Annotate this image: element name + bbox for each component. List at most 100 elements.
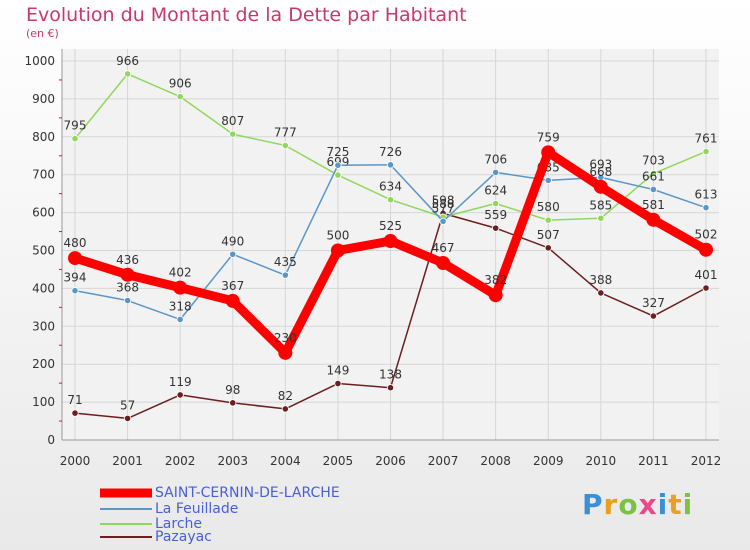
data-point [699, 242, 713, 257]
data-label: 57 [120, 398, 135, 412]
data-point [123, 70, 132, 78]
data-point [439, 217, 447, 225]
data-label: 467 [432, 241, 455, 255]
data-point [176, 391, 184, 399]
data-point [225, 293, 240, 308]
data-label: 525 [379, 219, 402, 233]
data-label: 634 [379, 180, 402, 194]
data-label: 703 [642, 154, 665, 168]
data-label: 327 [642, 296, 665, 310]
y-tick-label: 200 [32, 357, 55, 371]
y-tick-label: 0 [47, 433, 55, 447]
data-label: 388 [589, 273, 612, 287]
data-point [702, 204, 710, 212]
data-label: 119 [169, 375, 192, 389]
data-point [544, 176, 552, 184]
data-label: 490 [221, 234, 244, 248]
legend-swatch-saint-cernin [100, 488, 152, 498]
data-label: 318 [169, 299, 192, 313]
data-point [281, 405, 289, 413]
y-tick-label: 900 [32, 92, 55, 106]
data-label: 807 [221, 114, 244, 128]
x-tick-label: 2004 [270, 454, 301, 468]
x-tick-label: 2008 [480, 454, 511, 468]
data-label: 500 [326, 229, 349, 243]
y-tick-label: 800 [32, 130, 55, 144]
data-point [593, 179, 608, 194]
x-tick-label: 2011 [638, 454, 669, 468]
data-point [702, 284, 710, 292]
data-point [176, 93, 184, 101]
legend-item-saint-cernin: SAINT-CERNIN-DE-LARCHE [100, 485, 340, 501]
data-label: 598 [432, 193, 455, 207]
x-tick-label: 2003 [217, 454, 248, 468]
data-point [229, 250, 237, 258]
data-point [123, 296, 132, 305]
legend-item-la-feuillade: La Feuillade [100, 501, 238, 517]
data-point [334, 379, 342, 388]
data-point [646, 212, 661, 227]
chart-subtitle: (en €) [26, 27, 59, 40]
data-label: 759 [537, 130, 560, 144]
data-point [71, 135, 79, 143]
data-point [383, 234, 398, 249]
y-tick-label: 300 [32, 319, 55, 333]
legend-label: SAINT-CERNIN-DE-LARCHE [155, 485, 340, 501]
data-point [71, 287, 79, 295]
data-label: 726 [379, 145, 402, 159]
data-point [702, 147, 710, 156]
data-label: 82 [278, 389, 293, 403]
data-point [68, 251, 82, 266]
data-point [281, 271, 289, 279]
data-point [386, 196, 395, 204]
data-point [544, 244, 552, 252]
data-label: 435 [274, 255, 297, 269]
legend-label: Pazayac [155, 529, 212, 545]
data-label: 559 [484, 208, 507, 222]
data-point [541, 145, 556, 160]
data-label: 480 [64, 236, 87, 250]
y-tick-label: 1000 [24, 54, 55, 68]
data-point [544, 216, 552, 224]
x-tick-label: 2005 [323, 454, 354, 468]
legend-item-larche: Larche [100, 516, 202, 532]
data-label: 668 [589, 165, 612, 179]
y-tick-label: 600 [32, 206, 55, 220]
data-label: 777 [274, 126, 297, 140]
data-point [334, 171, 342, 179]
y-tick-label: 100 [32, 395, 55, 409]
data-point [334, 161, 342, 169]
x-tick-label: 2006 [375, 454, 406, 468]
data-point [229, 399, 237, 407]
legend-swatch-pazayac [100, 536, 152, 538]
data-point [173, 280, 188, 295]
data-label: 581 [642, 198, 665, 212]
data-label: 368 [116, 281, 139, 295]
data-point [492, 199, 500, 208]
data-point [492, 224, 500, 232]
data-label: 382 [484, 273, 507, 287]
data-point [597, 214, 605, 222]
data-label: 693 [589, 157, 612, 171]
data-label: 624 [484, 184, 507, 198]
data-point [281, 141, 289, 150]
x-tick-label: 2002 [165, 454, 196, 468]
data-point [488, 288, 503, 303]
data-point [123, 414, 132, 422]
chart-title: Evolution du Montant de la Dette par Hab… [26, 4, 467, 26]
data-label: 795 [64, 119, 87, 133]
legend-swatch-la-feuillade [100, 508, 152, 510]
data-label: 402 [169, 266, 192, 280]
data-label: 585 [589, 198, 612, 212]
data-point [386, 161, 395, 169]
data-label: 138 [379, 368, 402, 382]
data-label: 661 [642, 169, 665, 183]
data-label: 577 [432, 201, 455, 215]
data-point [229, 130, 237, 138]
legend-swatch-larche [100, 523, 152, 525]
proxiti-logo: Proxiti [582, 488, 694, 521]
data-label: 588 [432, 197, 455, 211]
data-point [436, 256, 451, 271]
x-tick-label: 2007 [428, 454, 459, 468]
